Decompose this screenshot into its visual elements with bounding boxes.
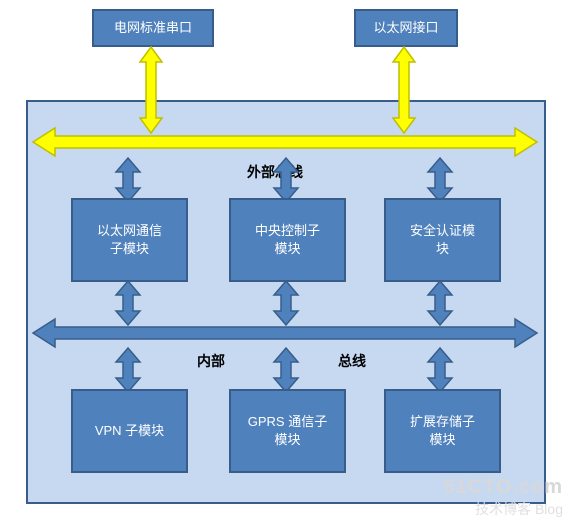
external-bus-arrow bbox=[33, 128, 537, 156]
node-label: GPRS 通信子 模块 bbox=[248, 413, 327, 449]
node-eth-comm: 以太网通信 子模块 bbox=[71, 198, 188, 282]
node-security-auth: 安全认证模 块 bbox=[384, 198, 501, 282]
node-serial-port: 电网标准串口 bbox=[92, 9, 214, 47]
node-label: 中央控制子 模块 bbox=[255, 222, 320, 258]
arrow-ethernet-to-bus bbox=[393, 47, 415, 133]
node-vpn: VPN 子模块 bbox=[71, 389, 188, 473]
node-label: 以太网通信 子模块 bbox=[97, 222, 162, 258]
node-label: VPN 子模块 bbox=[95, 422, 164, 440]
watermark-line1: 51CTO.com bbox=[443, 476, 563, 499]
arrow-serial-to-bus bbox=[140, 47, 162, 133]
node-label: 以太网接口 bbox=[373, 19, 438, 37]
node-central-control: 中央控制子 模块 bbox=[229, 198, 346, 282]
arrow-intbus-to-gprs bbox=[274, 348, 298, 392]
node-label: 扩展存储子 模块 bbox=[410, 413, 475, 449]
arrow-intbus-to-storage bbox=[428, 348, 452, 392]
node-ethernet-port: 以太网接口 bbox=[354, 9, 458, 47]
arrow-bus-to-ethcomm bbox=[116, 158, 140, 202]
arrow-bus-to-central bbox=[274, 158, 298, 202]
node-gprs: GPRS 通信子 模块 bbox=[229, 389, 346, 473]
watermark-line2: 技术博客 Blog bbox=[443, 499, 563, 519]
node-storage: 扩展存储子 模块 bbox=[384, 389, 501, 473]
internal-bus-label-right: 总线 bbox=[338, 351, 366, 371]
node-label: 安全认证模 块 bbox=[410, 222, 475, 258]
internal-bus-arrow bbox=[33, 319, 537, 347]
arrow-bus-to-security bbox=[428, 158, 452, 202]
node-label: 电网标准串口 bbox=[114, 19, 192, 37]
arrow-intbus-to-vpn bbox=[116, 348, 140, 392]
internal-bus-label-left: 内部 bbox=[197, 351, 225, 371]
watermark: 51CTO.com 技术博客 Blog bbox=[443, 476, 563, 519]
